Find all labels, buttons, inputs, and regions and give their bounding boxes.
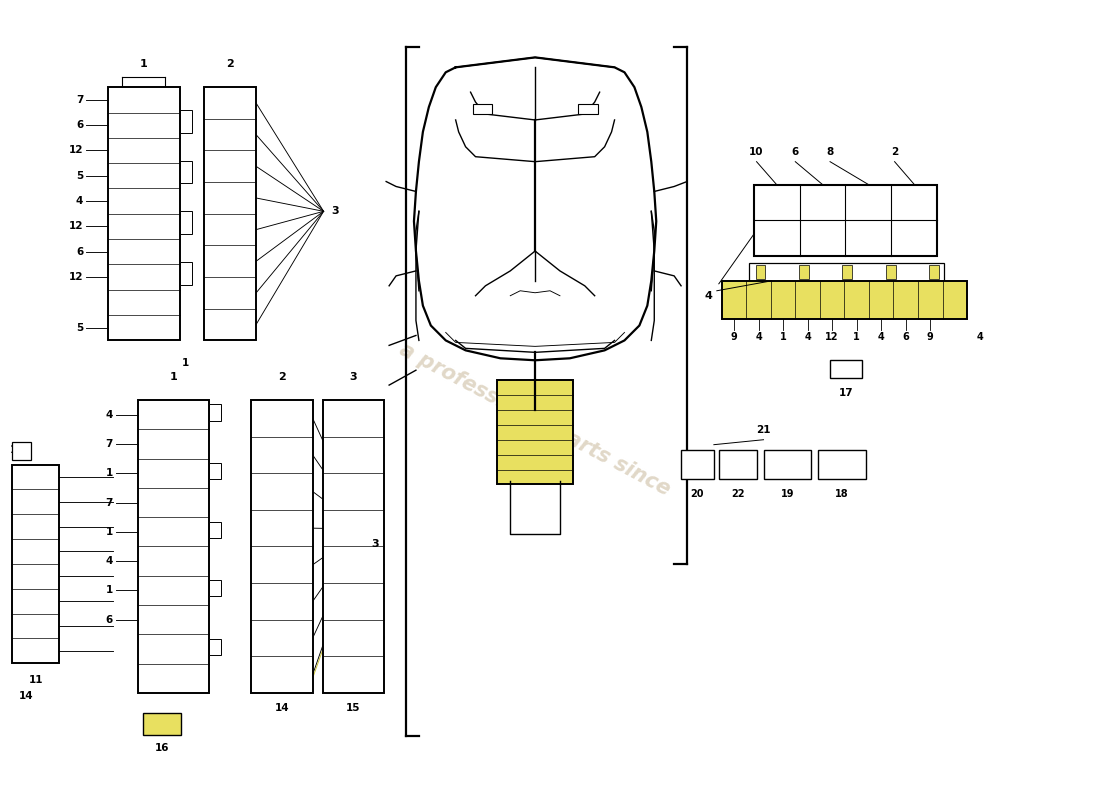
- Bar: [497, 380, 573, 485]
- Bar: [179, 161, 191, 183]
- Text: 12: 12: [825, 333, 839, 342]
- Bar: [322, 400, 384, 693]
- Text: 21: 21: [757, 425, 771, 434]
- Text: 6: 6: [76, 246, 84, 257]
- Text: 7: 7: [106, 439, 113, 449]
- Text: 1: 1: [106, 468, 113, 478]
- Bar: [251, 400, 312, 693]
- Bar: [749, 263, 944, 281]
- Bar: [799, 265, 808, 279]
- Text: 16: 16: [154, 742, 169, 753]
- Bar: [818, 450, 866, 479]
- Bar: [209, 580, 221, 596]
- Bar: [179, 110, 191, 133]
- Text: 3: 3: [350, 372, 358, 382]
- Bar: [209, 522, 221, 538]
- Text: 13: 13: [10, 445, 24, 454]
- Text: 14: 14: [275, 703, 289, 713]
- Text: 14: 14: [19, 691, 33, 701]
- Text: 4: 4: [705, 290, 713, 301]
- Text: 1: 1: [140, 59, 147, 70]
- Text: 1: 1: [169, 372, 177, 382]
- Text: 1: 1: [780, 333, 786, 342]
- Text: 8: 8: [826, 146, 834, 157]
- Text: 17: 17: [838, 388, 854, 398]
- Text: 1: 1: [854, 333, 860, 342]
- Text: 5: 5: [76, 171, 84, 181]
- Text: 2: 2: [891, 146, 899, 157]
- Bar: [718, 450, 757, 479]
- Text: 4: 4: [977, 333, 983, 342]
- Bar: [143, 713, 180, 734]
- Text: 7: 7: [76, 95, 84, 105]
- Text: 15: 15: [346, 703, 361, 713]
- Bar: [473, 104, 493, 114]
- Text: 22: 22: [730, 490, 745, 499]
- Text: 9: 9: [927, 333, 934, 342]
- Bar: [138, 400, 209, 693]
- Text: 1: 1: [182, 358, 189, 368]
- Text: 9: 9: [730, 333, 737, 342]
- Text: 5: 5: [76, 322, 84, 333]
- Bar: [12, 442, 31, 459]
- Text: 1: 1: [106, 527, 113, 537]
- Bar: [722, 281, 967, 318]
- Text: 7: 7: [106, 498, 113, 507]
- Text: 3: 3: [372, 539, 378, 549]
- Text: 11: 11: [29, 675, 43, 685]
- Bar: [756, 265, 766, 279]
- Bar: [209, 404, 221, 421]
- Text: 12: 12: [69, 272, 84, 282]
- Bar: [209, 638, 221, 655]
- Bar: [179, 262, 191, 285]
- Text: 6: 6: [76, 120, 84, 130]
- Text: 4: 4: [76, 196, 84, 206]
- Text: 6: 6: [792, 146, 799, 157]
- Text: a professional parts since: a professional parts since: [396, 340, 674, 500]
- Text: 4: 4: [756, 333, 762, 342]
- Text: 4: 4: [804, 333, 811, 342]
- Text: 2: 2: [278, 372, 286, 382]
- Bar: [930, 265, 939, 279]
- Text: 12: 12: [69, 146, 84, 155]
- Bar: [763, 450, 811, 479]
- Bar: [754, 185, 937, 256]
- Text: 4: 4: [106, 410, 113, 420]
- Text: 6: 6: [902, 333, 909, 342]
- Text: 10: 10: [749, 146, 763, 157]
- Text: 2: 2: [227, 59, 234, 70]
- Text: 12: 12: [69, 222, 84, 231]
- Text: 4: 4: [106, 556, 113, 566]
- Bar: [205, 87, 256, 341]
- Text: 3: 3: [331, 206, 339, 216]
- Bar: [681, 450, 714, 479]
- Bar: [179, 211, 191, 234]
- Bar: [12, 465, 59, 663]
- Text: 4: 4: [878, 333, 884, 342]
- Bar: [108, 87, 179, 341]
- Text: 19: 19: [781, 490, 794, 499]
- Text: 6: 6: [106, 614, 113, 625]
- Bar: [209, 463, 221, 479]
- Text: 20: 20: [691, 490, 704, 499]
- Bar: [886, 265, 895, 279]
- Bar: [830, 360, 861, 378]
- Bar: [578, 104, 597, 114]
- Text: 1: 1: [106, 586, 113, 595]
- Text: 18: 18: [835, 490, 849, 499]
- Bar: [843, 265, 852, 279]
